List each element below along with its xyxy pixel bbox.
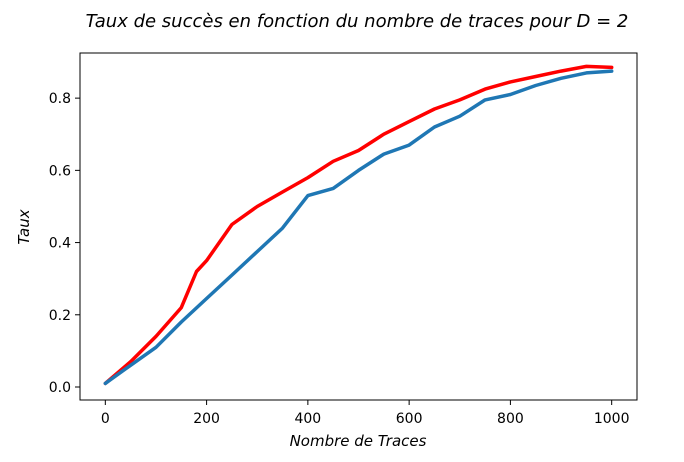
x-tick-label: 0 — [101, 411, 110, 427]
y-tick-label: 0.6 — [49, 163, 71, 179]
y-tick-label: 0.2 — [49, 308, 71, 324]
chart-title: Taux de succès en fonction du nombre de … — [86, 11, 629, 32]
series-layer — [103, 64, 614, 386]
y-axis-label: Taux — [15, 209, 33, 244]
x-tick-label: 400 — [294, 411, 321, 427]
x-axis-label: Nombre de Traces — [290, 432, 427, 450]
x-tick-label: 800 — [497, 411, 524, 427]
x-tick-label: 1000 — [594, 411, 630, 427]
y-axis: 0.0 0.2 0.4 0.6 0.8 — [49, 91, 80, 396]
y-tick-label: 0.4 — [49, 236, 71, 252]
y-tick-label: 0.8 — [49, 91, 71, 107]
x-tick-label: 600 — [396, 411, 423, 427]
x-axis: 0 200 400 600 800 1000 — [101, 400, 630, 427]
plot-frame — [79, 52, 638, 401]
x-tick-label: 200 — [193, 411, 220, 427]
y-tick-label: 0.0 — [49, 380, 71, 396]
series-line-1 — [103, 64, 614, 386]
series-line-2 — [103, 69, 614, 386]
plot-area — [79, 52, 638, 401]
